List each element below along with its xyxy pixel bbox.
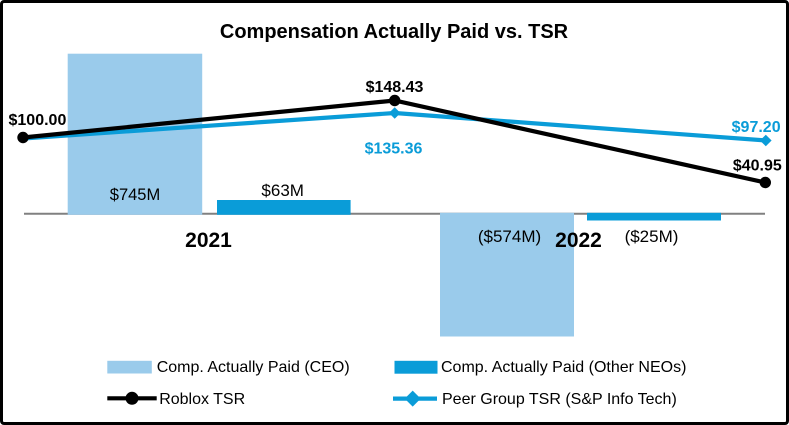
svg-text:Roblox TSR: Roblox TSR xyxy=(159,391,245,408)
svg-text:Peer Group TSR (S&P Info Tech): Peer Group TSR (S&P Info Tech) xyxy=(442,391,677,408)
svg-text:$148.43: $148.43 xyxy=(366,79,424,96)
svg-text:($25M): ($25M) xyxy=(625,227,679,246)
svg-text:Compensation Actually Paid vs.: Compensation Actually Paid vs. TSR xyxy=(220,21,569,43)
svg-text:2022: 2022 xyxy=(555,229,602,252)
svg-text:2021: 2021 xyxy=(185,229,232,252)
svg-text:$97.20: $97.20 xyxy=(732,119,781,136)
svg-text:Comp. Actually Paid (Other NEO: Comp. Actually Paid (Other NEOs) xyxy=(441,359,686,376)
svg-text:$100.00: $100.00 xyxy=(9,112,67,129)
svg-text:$63M: $63M xyxy=(261,181,304,200)
svg-text:$745M: $745M xyxy=(110,186,160,204)
svg-text:Comp. Actually Paid (CEO): Comp. Actually Paid (CEO) xyxy=(157,359,350,376)
svg-text:($574M): ($574M) xyxy=(478,227,541,246)
svg-text:$135.36: $135.36 xyxy=(365,141,423,158)
svg-text:$40.95: $40.95 xyxy=(733,158,782,175)
